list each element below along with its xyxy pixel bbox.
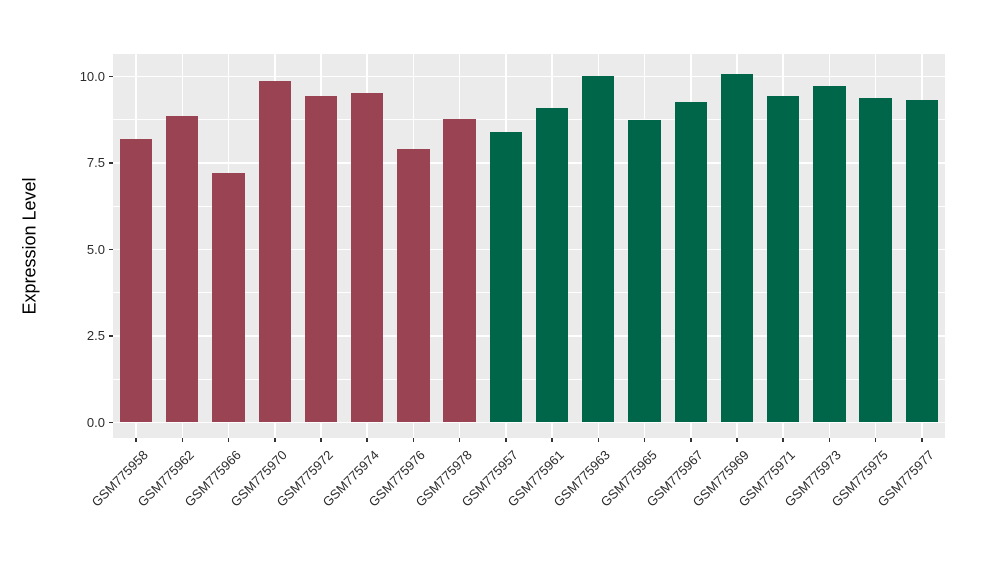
y-tick-label: 2.5 <box>86 328 105 344</box>
x-tick-mark <box>274 438 276 442</box>
bar-GSM775965 <box>628 120 661 423</box>
x-tick-mark <box>643 438 646 442</box>
x-tick-mark <box>458 438 461 442</box>
y-tick-label: 10.0 <box>79 68 105 84</box>
x-tick-mark <box>690 438 692 442</box>
y-tick-mark <box>109 248 113 251</box>
x-tick-mark <box>181 438 184 442</box>
x-tick-mark <box>412 438 415 442</box>
x-tick-mark <box>736 438 738 442</box>
y-tick-label: 5.0 <box>86 241 105 257</box>
y-tick-mark <box>109 162 113 164</box>
major-gridline <box>113 162 945 164</box>
bar-GSM775975 <box>859 97 892 423</box>
minor-gridline <box>113 119 945 121</box>
y-tick-mark <box>109 75 113 78</box>
y-tick-mark <box>109 335 113 337</box>
bar-GSM775972 <box>304 95 338 423</box>
bar-GSM775957 <box>489 132 523 423</box>
bar-GSM775962 <box>166 116 199 423</box>
major-gridline <box>113 248 945 251</box>
major-gridline <box>113 421 945 424</box>
x-tick-mark <box>227 438 230 442</box>
x-tick-mark <box>551 438 553 442</box>
bar-GSM775974 <box>351 93 384 423</box>
x-tick-mark <box>135 438 137 442</box>
bar-GSM775973 <box>813 86 846 423</box>
y-axis-title: Expression Level <box>19 177 40 315</box>
y-tick-label: 0.0 <box>86 414 105 430</box>
bar-GSM775963 <box>582 76 615 423</box>
bar-GSM775958 <box>119 139 153 423</box>
y-tick-mark <box>109 421 113 424</box>
major-gridline <box>113 75 945 78</box>
bar-GSM775966 <box>212 173 245 423</box>
bar-GSM775977 <box>905 99 939 423</box>
plot-panel <box>113 54 945 438</box>
minor-gridline <box>113 292 945 294</box>
x-tick-mark <box>828 438 831 442</box>
bar-GSM775971 <box>767 95 800 423</box>
x-tick-mark <box>921 438 923 442</box>
bar-GSM775961 <box>535 107 569 423</box>
major-gridline <box>113 335 945 337</box>
x-tick-mark <box>782 438 784 442</box>
x-tick-mark <box>597 438 600 442</box>
x-tick-mark <box>505 438 507 442</box>
minor-gridline <box>113 205 945 207</box>
bar-GSM775978 <box>443 118 476 423</box>
y-tick-label: 7.5 <box>86 155 105 171</box>
bar-GSM775969 <box>720 74 754 423</box>
x-tick-mark <box>874 438 877 442</box>
bar-GSM775967 <box>674 102 707 423</box>
x-tick-mark <box>320 438 322 442</box>
x-tick-mark <box>366 438 368 442</box>
bar-GSM775970 <box>258 80 291 423</box>
bar-GSM775976 <box>397 148 430 423</box>
minor-gridline <box>113 378 945 380</box>
